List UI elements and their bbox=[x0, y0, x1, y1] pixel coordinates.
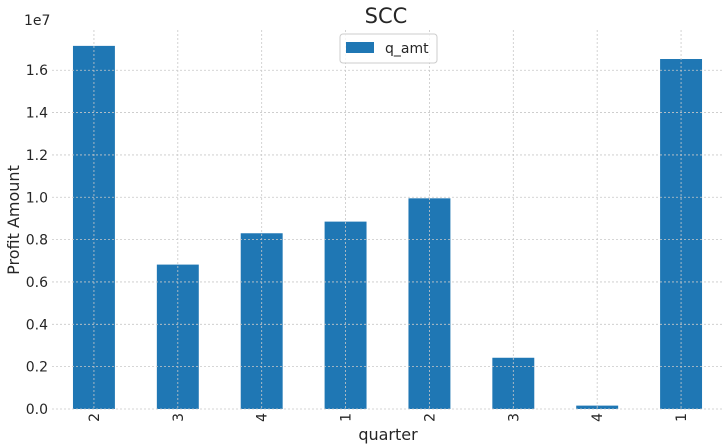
y-tick-label: 0.8 bbox=[26, 233, 48, 249]
x-tick-label: 1 bbox=[674, 413, 690, 422]
x-axis-ticks: 2 3 4 1 2 3 4 1 bbox=[87, 413, 690, 422]
x-tick-label: 3 bbox=[171, 413, 187, 422]
bars bbox=[72, 45, 703, 410]
x-tick-label: 4 bbox=[590, 413, 606, 422]
x-tick-label: 2 bbox=[422, 413, 438, 422]
x-tick-label: 4 bbox=[255, 413, 271, 422]
chart-title: SCC bbox=[365, 4, 408, 28]
x-axis-label: quarter bbox=[358, 425, 418, 444]
y-tick-label: 0.0 bbox=[26, 402, 48, 418]
y-axis-label: Profit Amount bbox=[4, 165, 23, 275]
grid-lines bbox=[52, 30, 723, 410]
x-tick-label: 3 bbox=[506, 413, 522, 422]
y-tick-label: 1.2 bbox=[26, 148, 48, 164]
y-tick-label: 0.4 bbox=[26, 317, 48, 333]
y-tick-label: 1.4 bbox=[26, 106, 48, 122]
legend: q_amt bbox=[339, 33, 438, 64]
y-tick-label: 0.2 bbox=[26, 360, 48, 376]
y-tick-label: 1.0 bbox=[26, 190, 48, 206]
y-tick-label: 1.6 bbox=[26, 63, 48, 79]
legend-swatch bbox=[346, 42, 374, 53]
y-offset-label: 1e7 bbox=[24, 13, 50, 29]
y-tick-label: 0.6 bbox=[26, 275, 48, 291]
y-axis-ticks: 0.0 0.2 0.4 0.6 0.8 1.0 1.2 1.4 1.6 bbox=[26, 63, 48, 418]
bar bbox=[156, 264, 199, 409]
x-tick-label: 2 bbox=[87, 413, 103, 422]
legend-label: q_amt bbox=[385, 41, 429, 57]
legend-box bbox=[339, 33, 438, 64]
x-tick-label: 1 bbox=[339, 413, 355, 422]
